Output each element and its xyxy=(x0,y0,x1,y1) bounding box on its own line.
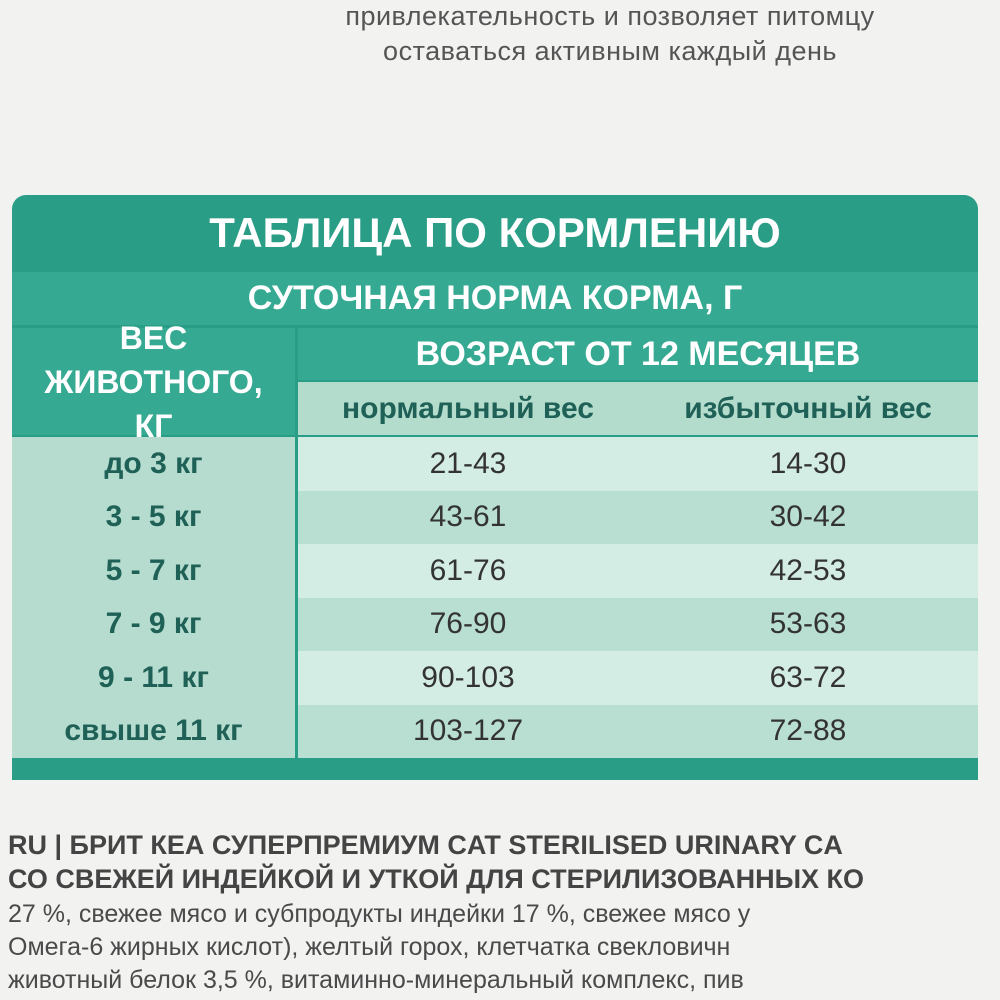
value-cell: 103-127 xyxy=(298,704,638,758)
column-header: избыточный вес xyxy=(638,382,978,435)
intro-line: привлекательность и позволяет питомцу xyxy=(345,0,875,31)
footer-line: 27 %, свежее мясо и субпродукты индейки … xyxy=(8,900,751,928)
weight-cell: 7 - 9 кг xyxy=(12,597,295,651)
value-cell: 21-43 xyxy=(298,437,638,491)
value-cell: 63-72 xyxy=(638,651,978,705)
weight-cell: 5 - 7 кг xyxy=(12,544,295,598)
table-subtitle: СУТОЧНАЯ НОРМА КОРМА, Г xyxy=(12,272,978,325)
weight-cell: 9 - 11 кг xyxy=(12,651,295,705)
column-header: нормальный вес xyxy=(298,382,638,435)
weight-cell: 3 - 5 кг xyxy=(12,490,295,544)
value-cell: 43-61 xyxy=(298,490,638,544)
value-cell: 72-88 xyxy=(638,704,978,758)
footer-line: животный белок 3,5 %, витаминно-минераль… xyxy=(8,966,744,994)
age-header: ВОЗРАСТ ОТ 12 МЕСЯЦЕВ xyxy=(298,328,978,380)
value-cell: 30-42 xyxy=(638,490,978,544)
weight-header: ВЕС ЖИВОТНОГО, КГ xyxy=(12,320,295,444)
feeding-table: ТАБЛИЦА ПО КОРМЛЕНИЮ СУТОЧНАЯ НОРМА КОРМ… xyxy=(12,195,978,780)
value-cell: 61-76 xyxy=(298,544,638,598)
value-cell: 42-53 xyxy=(638,544,978,598)
value-cell: 76-90 xyxy=(298,597,638,651)
value-cell: 53-63 xyxy=(638,597,978,651)
footer-line: СО СВЕЖЕЙ ИНДЕЙКОЙ И УТКОЙ ДЛЯ СТЕРИЛИЗО… xyxy=(8,864,864,894)
weight-cell: свыше 11 кг xyxy=(12,704,295,758)
value-cell: 90-103 xyxy=(298,651,638,705)
value-cell: 14-30 xyxy=(638,437,978,491)
footer-line: RU | БРИТ КЕА СУПЕРПРЕМИУМ CAT STERILISE… xyxy=(8,830,843,860)
intro-line: оставаться активным каждый день xyxy=(383,35,837,66)
weight-cell: до 3 кг xyxy=(12,437,295,491)
footer-line: Омега-6 жирных кислот), желтый горох, кл… xyxy=(8,933,731,961)
table-title: ТАБЛИЦА ПО КОРМЛЕНИЮ xyxy=(209,208,781,256)
